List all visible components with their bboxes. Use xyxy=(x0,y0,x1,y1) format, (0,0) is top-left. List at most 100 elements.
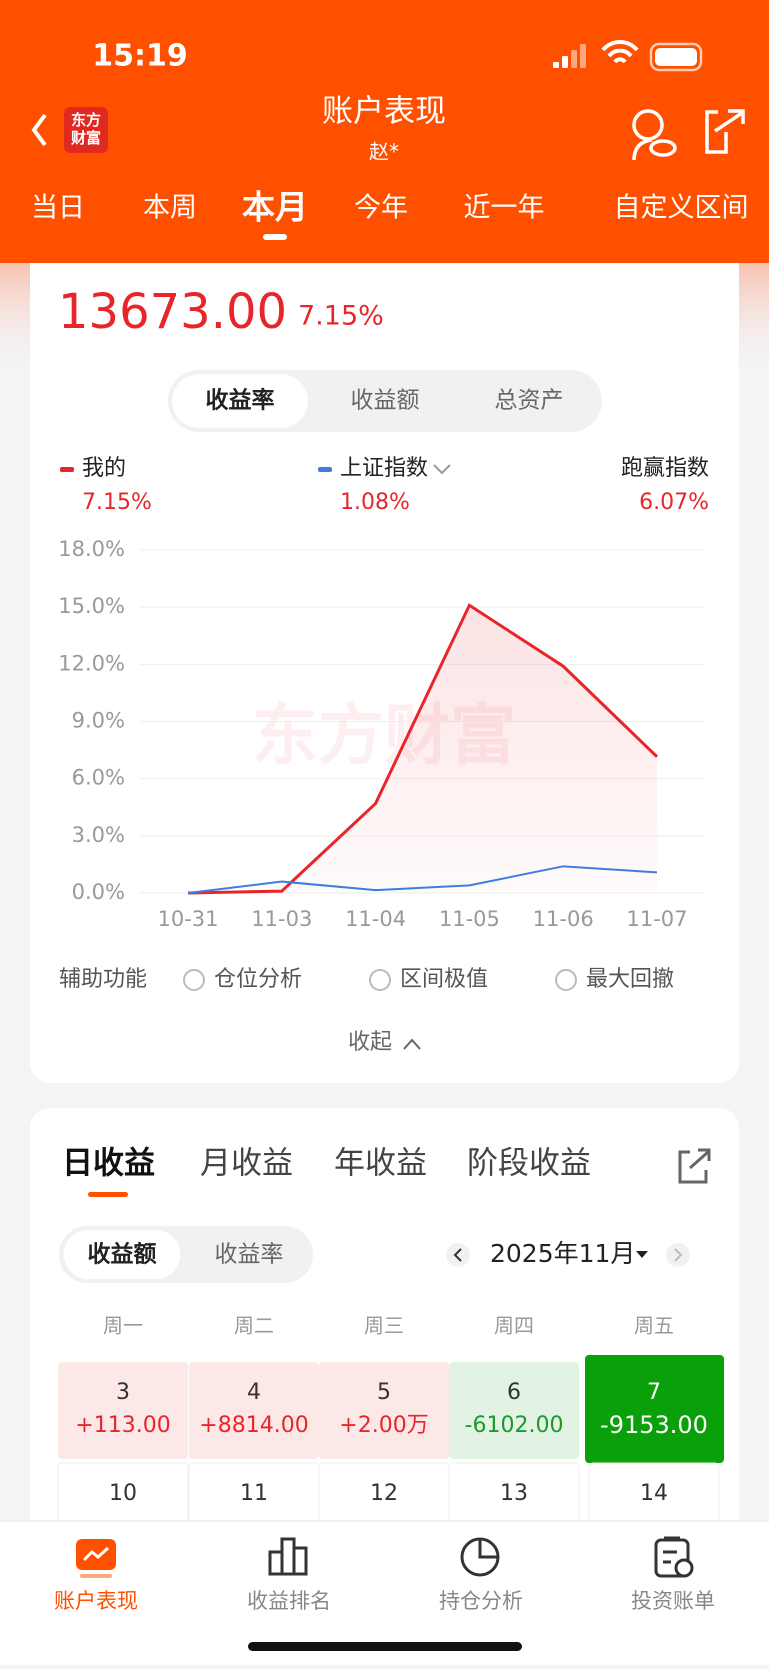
period-tab[interactable]: 近一年 xyxy=(464,193,545,224)
period-tab[interactable]: 本周 xyxy=(143,193,197,224)
x-tick-label: 11-03 xyxy=(251,907,312,931)
tool-option[interactable]: 仓位分析 xyxy=(214,967,302,992)
y-tick-label: 3.0% xyxy=(72,823,125,847)
legend-swatch xyxy=(60,467,74,472)
period-tab[interactable]: 今年 xyxy=(354,193,408,224)
status-icons xyxy=(553,39,703,72)
radio[interactable] xyxy=(183,969,205,991)
y-tick-label: 12.0% xyxy=(58,651,125,675)
collapse[interactable]: 收起 xyxy=(348,1030,392,1055)
period-tab[interactable]: 自定义区间 xyxy=(614,193,749,224)
y-tick-label: 6.0% xyxy=(72,766,125,790)
privacy-icon[interactable] xyxy=(632,109,677,161)
tab-underline xyxy=(263,234,287,240)
day-amount: +113.00 xyxy=(75,1413,170,1438)
x-tick-label: 11-06 xyxy=(533,907,594,931)
status-time: 15:19 xyxy=(92,39,188,74)
weekday: 周三 xyxy=(364,1314,404,1338)
month-label[interactable]: 2025年11月 xyxy=(490,1239,635,1268)
y-tick-label: 0.0% xyxy=(72,880,125,904)
series-line xyxy=(187,603,659,895)
x-tick-label: 10-31 xyxy=(157,907,218,931)
day-cell[interactable] xyxy=(189,1362,319,1459)
day-number: 11 xyxy=(240,1481,268,1506)
bottom-nav xyxy=(0,1521,769,1665)
day-number: 6 xyxy=(507,1380,521,1405)
day-cell[interactable] xyxy=(58,1362,188,1459)
day-number: 12 xyxy=(370,1481,398,1506)
y-tick-label: 15.0% xyxy=(58,594,125,618)
total-rate: 7.15% xyxy=(298,301,384,332)
x-tick-label: 11-04 xyxy=(345,907,406,931)
weekday: 周五 xyxy=(634,1314,674,1338)
prev-month[interactable] xyxy=(446,1243,470,1267)
nav-item[interactable]: 账户表现 xyxy=(54,1589,138,1613)
radio[interactable] xyxy=(555,969,577,991)
day-cell[interactable] xyxy=(449,1362,579,1459)
page-title: 账户表现 xyxy=(322,94,446,130)
day-number: 14 xyxy=(640,1481,668,1506)
nav-item[interactable]: 持仓分析 xyxy=(439,1589,523,1613)
page-subtitle: 赵* xyxy=(369,140,399,164)
tool-option[interactable]: 区间极值 xyxy=(400,967,488,992)
month-dropdown[interactable] xyxy=(636,1251,648,1258)
day-number: 13 xyxy=(500,1481,528,1506)
logo xyxy=(64,107,108,153)
legend-name: 跑赢指数 xyxy=(621,456,709,481)
earnings-tab[interactable]: 月收益 xyxy=(200,1146,293,1182)
legend-name: 上证指数 xyxy=(340,456,428,481)
metric-tab[interactable]: 收益率 xyxy=(206,387,275,414)
metric-tab-active xyxy=(172,374,308,428)
earnings-tab[interactable]: 阶段收益 xyxy=(467,1146,591,1182)
back-button[interactable] xyxy=(31,113,47,147)
series-area xyxy=(188,605,657,893)
day-number: 4 xyxy=(247,1380,261,1405)
day-amount: -6102.00 xyxy=(465,1413,564,1438)
mode-active xyxy=(64,1230,180,1279)
nav-item[interactable]: 收益排名 xyxy=(247,1589,331,1613)
day-number: 3 xyxy=(116,1380,130,1405)
logo-text: 东方财富 xyxy=(71,111,101,147)
x-tick-label: 11-07 xyxy=(626,907,687,931)
legend-value: 7.15% xyxy=(82,490,152,515)
earnings-share[interactable] xyxy=(678,1148,711,1184)
series-line xyxy=(187,865,658,894)
x-tick-label: 11-05 xyxy=(439,907,500,931)
day-number: 5 xyxy=(377,1380,391,1405)
header-bg xyxy=(0,0,769,263)
day-cell[interactable] xyxy=(319,1362,449,1459)
weekday: 周一 xyxy=(103,1314,143,1338)
earnings-tab[interactable]: 年收益 xyxy=(334,1146,427,1182)
legend-value: 1.08% xyxy=(340,490,410,515)
total-amount: 13673.00 xyxy=(58,284,287,340)
legend-name: 我的 xyxy=(82,456,126,481)
nav-icons xyxy=(76,1536,694,1578)
mode-tab[interactable]: 收益额 xyxy=(88,1241,157,1268)
tab-underline xyxy=(88,1192,128,1197)
period-tab[interactable]: 本月 xyxy=(242,188,308,227)
tools-label: 辅助功能 xyxy=(59,967,147,992)
share-icon[interactable] xyxy=(705,109,745,154)
radio[interactable] xyxy=(369,969,391,991)
day-cell[interactable] xyxy=(585,1355,724,1463)
mode-tab[interactable]: 收益率 xyxy=(215,1242,284,1268)
card-top xyxy=(30,263,739,293)
metric-tab[interactable]: 收益额 xyxy=(351,388,420,414)
nav-item[interactable]: 投资账单 xyxy=(631,1589,715,1613)
weekday: 周二 xyxy=(234,1314,274,1338)
day-amount: +8814.00 xyxy=(199,1413,308,1438)
earnings-tab[interactable]: 日收益 xyxy=(62,1146,155,1182)
metric-tab[interactable]: 总资产 xyxy=(495,388,564,414)
tool-option[interactable]: 最大回撤 xyxy=(586,967,674,992)
day-number: 10 xyxy=(109,1481,137,1506)
y-tick-label: 9.0% xyxy=(72,709,125,733)
period-tab[interactable]: 当日 xyxy=(31,193,85,224)
next-month[interactable] xyxy=(666,1243,690,1267)
legend-value: 6.07% xyxy=(639,490,709,515)
collapse-icon xyxy=(403,1038,421,1050)
legend-dropdown[interactable] xyxy=(433,464,451,475)
home-indicator xyxy=(248,1642,522,1651)
legend-swatch xyxy=(318,467,332,472)
day-amount: -9153.00 xyxy=(600,1411,708,1439)
